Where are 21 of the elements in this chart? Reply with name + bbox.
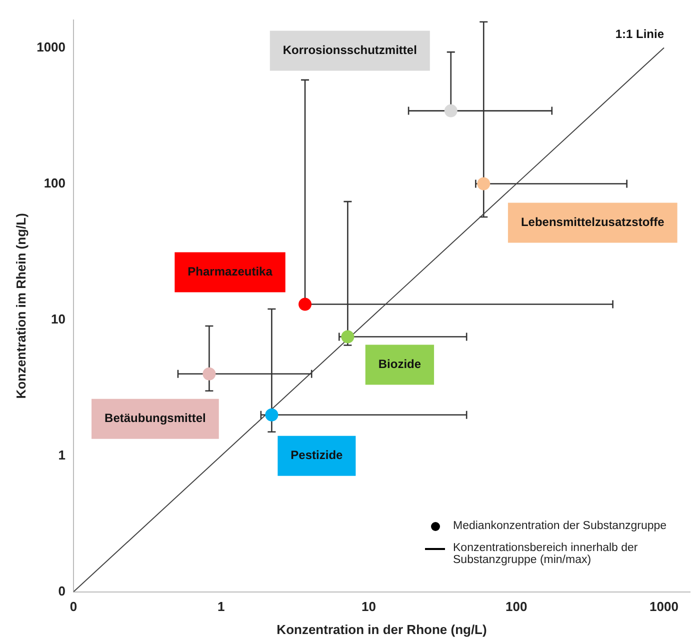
x-tick-label: 0 bbox=[70, 599, 78, 614]
x-tick-label: 10 bbox=[362, 599, 376, 614]
text: Pestizide bbox=[290, 448, 344, 462]
y-tick-label: 10 bbox=[51, 311, 66, 326]
text: Pharmazeutika bbox=[188, 264, 273, 279]
x-tick-label: 1 bbox=[218, 599, 225, 614]
y-tick-label: 1 bbox=[58, 447, 66, 462]
y-tick-label: 100 bbox=[44, 175, 66, 190]
x-tick-label: 1000 bbox=[650, 599, 678, 614]
x-tick-label: 100 bbox=[506, 599, 528, 614]
text: Korrosionsschutzmittel bbox=[282, 43, 417, 58]
y-tick-label: 1000 bbox=[36, 39, 66, 54]
y-axis-title: Konzentration im Rhein (ng/L) bbox=[13, 213, 28, 399]
annotation: Konzentrationsbereich innerhalb der Substanzgruppe (min/max) bbox=[453, 542, 639, 566]
text: Lebensmittelzusatzstoffe bbox=[520, 215, 665, 230]
y-tick-label: 0 bbox=[58, 583, 66, 598]
x-axis-title: Konzentration in der Rhone (ng/L) bbox=[276, 622, 487, 637]
text: Biozide bbox=[378, 357, 422, 372]
text: Betäubungsmittel bbox=[104, 411, 206, 426]
series-label: 1:1 Linie bbox=[615, 27, 664, 42]
annotation: Mediankonzentration der Substanzgruppe bbox=[453, 520, 667, 532]
